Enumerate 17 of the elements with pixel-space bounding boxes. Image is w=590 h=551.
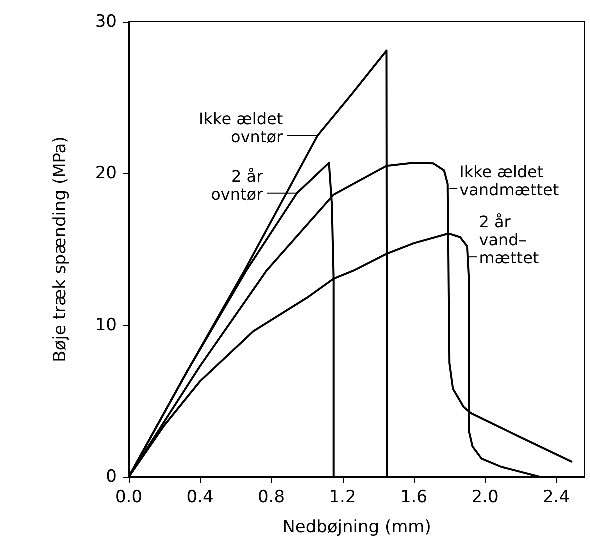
y-tick-label: 0 bbox=[106, 467, 117, 487]
annotation: 2 år vand– mættet bbox=[479, 212, 540, 268]
y-tick-label: 10 bbox=[95, 315, 117, 336]
x-tick-label: 2.4 bbox=[542, 488, 570, 508]
annotation: Ikke ældet ovntør bbox=[199, 109, 284, 146]
x-tick-label: 0.0 bbox=[115, 488, 143, 508]
annotation: Ikke ældet vandmættet bbox=[460, 162, 560, 200]
y-tick-label: 30 bbox=[95, 12, 117, 32]
x-tick-label: 1.6 bbox=[400, 488, 428, 508]
x-tick-label: 0.8 bbox=[258, 488, 286, 508]
annotation: 2 år ovntør bbox=[211, 166, 264, 204]
x-tick-label: 0.4 bbox=[186, 488, 214, 508]
y-tick-label: 20 bbox=[95, 164, 117, 184]
x-tick-label: 1.2 bbox=[329, 488, 356, 508]
y-axis-title: Bøje træk spænding (MPa) bbox=[50, 136, 70, 362]
x-tick-label: 2.0 bbox=[472, 488, 499, 508]
x-axis-title: Nedbøjning (mm) bbox=[282, 518, 432, 538]
